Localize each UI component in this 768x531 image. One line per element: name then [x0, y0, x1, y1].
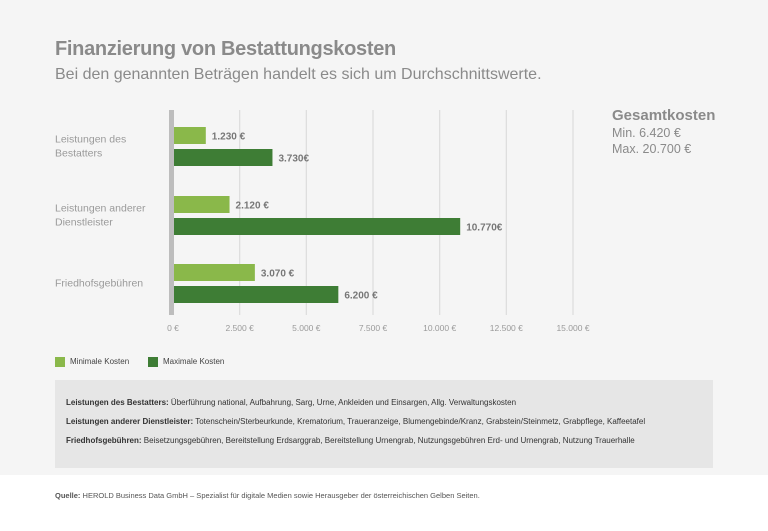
definition-term: Leistungen des Bestatters: — [66, 398, 169, 407]
legend-label-min: Minimale Kosten — [70, 357, 130, 367]
legend-swatch-max — [148, 357, 158, 367]
total-costs-summary: Gesamtkosten Min. 6.420 € Max. 20.700 € — [612, 107, 715, 156]
source-label: Quelle: — [55, 491, 81, 500]
bar-chart: 0 € 2.500 € 5.000 € 7.500 € 10.000 € 12.500 €… — [55, 110, 590, 333]
data-label: 3.070 € — [261, 269, 295, 280]
source-note: Quelle: HEROLD Business Data GmbH – Spez… — [55, 491, 480, 500]
definition-term: Leistungen anderer Dienstleister: — [66, 417, 194, 426]
bar-max — [174, 218, 461, 235]
category-label: Friedhofsgebühren — [55, 278, 143, 290]
legend-item-min: Minimale Kosten — [55, 357, 129, 367]
x-tick-label: 2.500 € — [225, 323, 254, 333]
category-label: Bestatters — [55, 148, 102, 160]
x-tick-label: 7.500 € — [359, 323, 388, 333]
definitions-box: Leistungen des Bestatters: Überführung n… — [55, 380, 713, 468]
x-tick-label: 0 € — [167, 323, 179, 333]
bar-max — [174, 286, 339, 303]
total-costs-max: Max. 20.700 € — [612, 142, 692, 156]
chart-title: Finanzierung von Bestattungskosten — [55, 38, 396, 60]
x-tick-label: 10.000 € — [423, 323, 456, 333]
data-label: 10.770€ — [466, 223, 503, 234]
x-tick-label: 5.000 € — [292, 323, 321, 333]
data-label: 3.730€ — [278, 154, 309, 165]
footer: Quelle: HEROLD Business Data GmbH – Spez… — [0, 475, 768, 531]
legend-label-max: Maximale Kosten — [163, 357, 225, 367]
category-label: Dienstleister — [55, 217, 113, 229]
definition-row: Leistungen anderer Dienstleister: Totens… — [66, 417, 702, 426]
definition-row: Friedhofsgebühren: Beisetzungsgebühren, … — [66, 436, 702, 445]
y-axis-line — [169, 110, 174, 315]
x-tick-label: 15.000 € — [556, 323, 589, 333]
definition-text: Überführung national, Aufbahrung, Sarg, … — [168, 398, 517, 407]
data-label: 1.230 € — [212, 132, 246, 143]
data-label: 2.120 € — [236, 201, 270, 212]
bar-min — [174, 196, 230, 213]
x-tick-label: 12.500 € — [490, 323, 523, 333]
total-costs-heading: Gesamtkosten — [612, 107, 716, 124]
bar-max — [174, 149, 273, 166]
category-label: Leistungen des — [55, 134, 126, 146]
chart-subtitle: Bei den genannten Beträgen handelt es si… — [55, 66, 542, 83]
legend-item-max: Maximale Kosten — [148, 357, 224, 367]
source-text: HEROLD Business Data GmbH – Spezialist f… — [80, 491, 480, 500]
category-label: Leistungen anderer — [55, 203, 146, 215]
definition-row: Leistungen des Bestatters: Überführung n… — [66, 398, 702, 407]
total-costs-min: Min. 6.420 € — [612, 126, 681, 140]
definition-text: Beisetzungsgebühren, Bereitstellung Erds… — [141, 436, 635, 445]
definition-term: Friedhofsgebühren: — [66, 436, 142, 445]
legend-swatch-min — [55, 357, 65, 367]
data-label: 6.200 € — [344, 291, 378, 302]
definition-text: Totenschein/Sterbeurkunde, Krematorium, … — [193, 417, 646, 426]
bar-min — [174, 264, 255, 281]
bar-min — [174, 127, 206, 144]
